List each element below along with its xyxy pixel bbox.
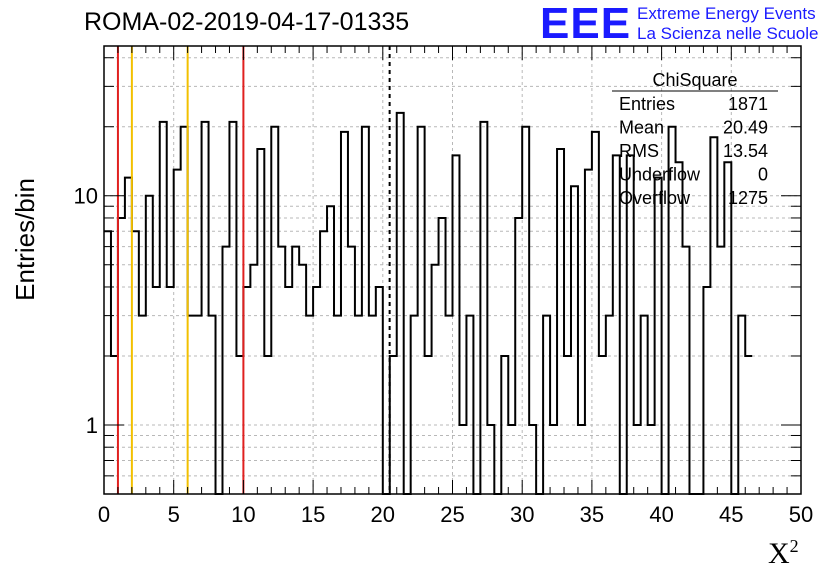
x-tick-label: 40 bbox=[649, 502, 673, 527]
x-tick-label: 30 bbox=[510, 502, 534, 527]
stats-label: Underflow bbox=[619, 165, 701, 185]
x-tick-label: 10 bbox=[231, 502, 255, 527]
logo-line-1: Extreme Energy Events bbox=[637, 4, 816, 23]
stats-label: Entries bbox=[619, 94, 675, 114]
stats-value: 0 bbox=[758, 165, 768, 185]
x-tick-label: 15 bbox=[301, 502, 325, 527]
chart-title: ROMA-02-2019-04-17-01335 bbox=[84, 8, 410, 36]
x-tick-label: 45 bbox=[719, 502, 743, 527]
x-tick-label: 50 bbox=[789, 502, 813, 527]
stats-value: 1275 bbox=[728, 188, 768, 208]
x-tick-label: 0 bbox=[98, 502, 110, 527]
x-tick-label: 5 bbox=[168, 502, 180, 527]
histogram-series bbox=[104, 111, 753, 495]
stats-title: ChiSquare bbox=[652, 70, 737, 90]
logo-line-2: La Scienza nelle Scuole bbox=[637, 24, 819, 43]
x-axis-label: X2 bbox=[768, 536, 799, 571]
y-tick-label: 10 bbox=[74, 184, 98, 209]
y-tick-label: 1 bbox=[86, 413, 98, 438]
stats-value: 20.49 bbox=[723, 118, 768, 138]
stats-label: RMS bbox=[619, 141, 659, 161]
x-axis-label-sup: 2 bbox=[789, 536, 799, 556]
stats-value: 13.54 bbox=[723, 141, 768, 161]
x-tick-label: 35 bbox=[580, 502, 604, 527]
x-tick-label: 20 bbox=[371, 502, 395, 527]
eee-logo-mark: EEE bbox=[540, 0, 632, 48]
stats-label: Overflow bbox=[619, 188, 691, 208]
stats-label: Mean bbox=[619, 118, 664, 138]
x-tick-label: 25 bbox=[440, 502, 464, 527]
stats-value: 1871 bbox=[728, 94, 768, 114]
x-axis-label-text: X bbox=[768, 537, 790, 570]
